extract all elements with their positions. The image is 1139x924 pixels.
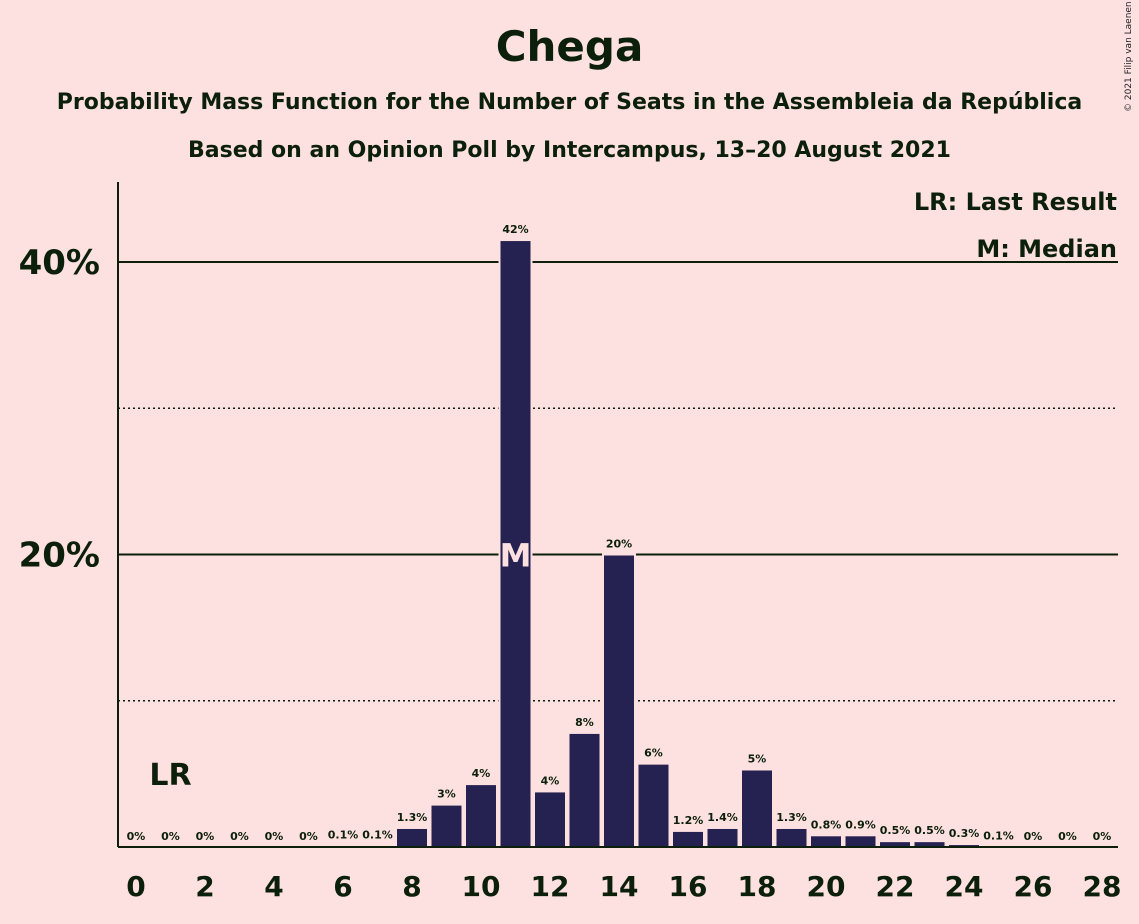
x-tick-label-2: 2 (195, 870, 214, 903)
bar-label-seat-12: 4% (541, 774, 560, 787)
x-tick-label-0: 0 (126, 870, 145, 903)
bar-label-seat-17: 1.4% (707, 811, 738, 824)
bar-label-seat-15: 6% (644, 747, 663, 760)
bar-seat-9 (429, 803, 464, 849)
chart-subtitle-poll: Based on an Opinion Poll by Intercampus,… (188, 138, 951, 163)
bar-label-seat-7: 0.1% (362, 829, 393, 842)
bar-seat-15 (636, 762, 671, 849)
bar-label-seat-18: 5% (748, 752, 767, 765)
bar-seat-16 (671, 829, 705, 848)
bar-label-seat-2: 0% (196, 830, 215, 843)
last-result-marker: LR (149, 758, 191, 793)
x-tick-label-12: 12 (531, 870, 570, 903)
bar-label-seat-24: 0.3% (949, 827, 980, 840)
x-tick-label-14: 14 (600, 870, 639, 903)
bar-seat-8 (395, 826, 429, 848)
x-tick-label-4: 4 (264, 870, 283, 903)
x-tick-label-28: 28 (1083, 870, 1122, 903)
bars: 0% 0% 0% 0% 0% 0% 0.1% 0.1%1.3%3%4%42%4%8%20%6%… (127, 223, 1112, 849)
bar-seat-20 (809, 834, 843, 848)
bar-label-seat-3: 0% (230, 830, 249, 843)
bar-label-seat-1: 0% (161, 830, 180, 843)
chart-subtitle: Probability Mass Function for the Number… (56, 90, 1083, 115)
y-tick-label-20: 20% (19, 536, 100, 576)
bar-seat-10 (464, 783, 498, 848)
bar-label-seat-28: 0% (1093, 830, 1112, 843)
bar-label-seat-4: 0% (265, 830, 284, 843)
bar-seat-13 (567, 731, 602, 848)
x-tick-label-6: 6 (333, 870, 352, 903)
legend-last-result: LR: Last Result (914, 188, 1117, 216)
x-tick-label-22: 22 (876, 870, 915, 903)
bar-label-seat-8: 1.3% (397, 811, 428, 824)
bar-label-seat-21: 0.9% (845, 818, 876, 831)
bar-label-seat-19: 1.3% (776, 811, 807, 824)
x-tick-label-8: 8 (402, 870, 421, 903)
x-tick-label-20: 20 (807, 870, 846, 903)
x-tick-label-10: 10 (462, 870, 501, 903)
median-marker: M (500, 537, 532, 575)
bar-seat-12 (533, 790, 567, 848)
bar-seat-18 (740, 768, 774, 848)
bar-label-seat-22: 0.5% (880, 824, 911, 837)
bar-label-seat-16: 1.2% (673, 814, 704, 827)
bar-label-seat-27: 0% (1058, 830, 1077, 843)
bar-label-seat-13: 8% (575, 716, 594, 729)
x-tick-label-18: 18 (738, 870, 777, 903)
bar-label-seat-25: 0.1% (983, 829, 1014, 842)
bar-label-seat-14: 20% (606, 538, 632, 551)
axes: 20%40%0 2 4 6 8 10 12 14 16 18 20 22 24 26 28 (19, 182, 1122, 903)
bar-label-seat-6: 0.1% (328, 829, 359, 842)
bar-label-seat-0: 0% (127, 830, 146, 843)
bar-label-seat-10: 4% (472, 767, 491, 780)
bar-label-seat-23: 0.5% (914, 824, 945, 837)
bar-label-seat-9: 3% (437, 788, 456, 801)
x-tick-label-16: 16 (669, 870, 708, 903)
y-tick-label-40: 40% (19, 243, 100, 283)
x-tick-label-26: 26 (1014, 870, 1053, 903)
bar-label-seat-20: 0.8% (811, 818, 842, 831)
bar-label-seat-11: 42% (502, 223, 528, 236)
bar-label-seat-26: 0% (1024, 830, 1043, 843)
bar-label-seat-5: 0% (299, 830, 318, 843)
bar-seat-11 (498, 239, 533, 848)
bar-seat-14 (602, 553, 636, 848)
legend-median: M: Median (976, 235, 1117, 263)
bar-seat-17 (705, 826, 740, 848)
x-tick-label-24: 24 (945, 870, 984, 903)
bar-seat-19 (774, 826, 809, 848)
bar-seat-21 (843, 834, 878, 848)
chart-title: Chega (495, 22, 644, 71)
